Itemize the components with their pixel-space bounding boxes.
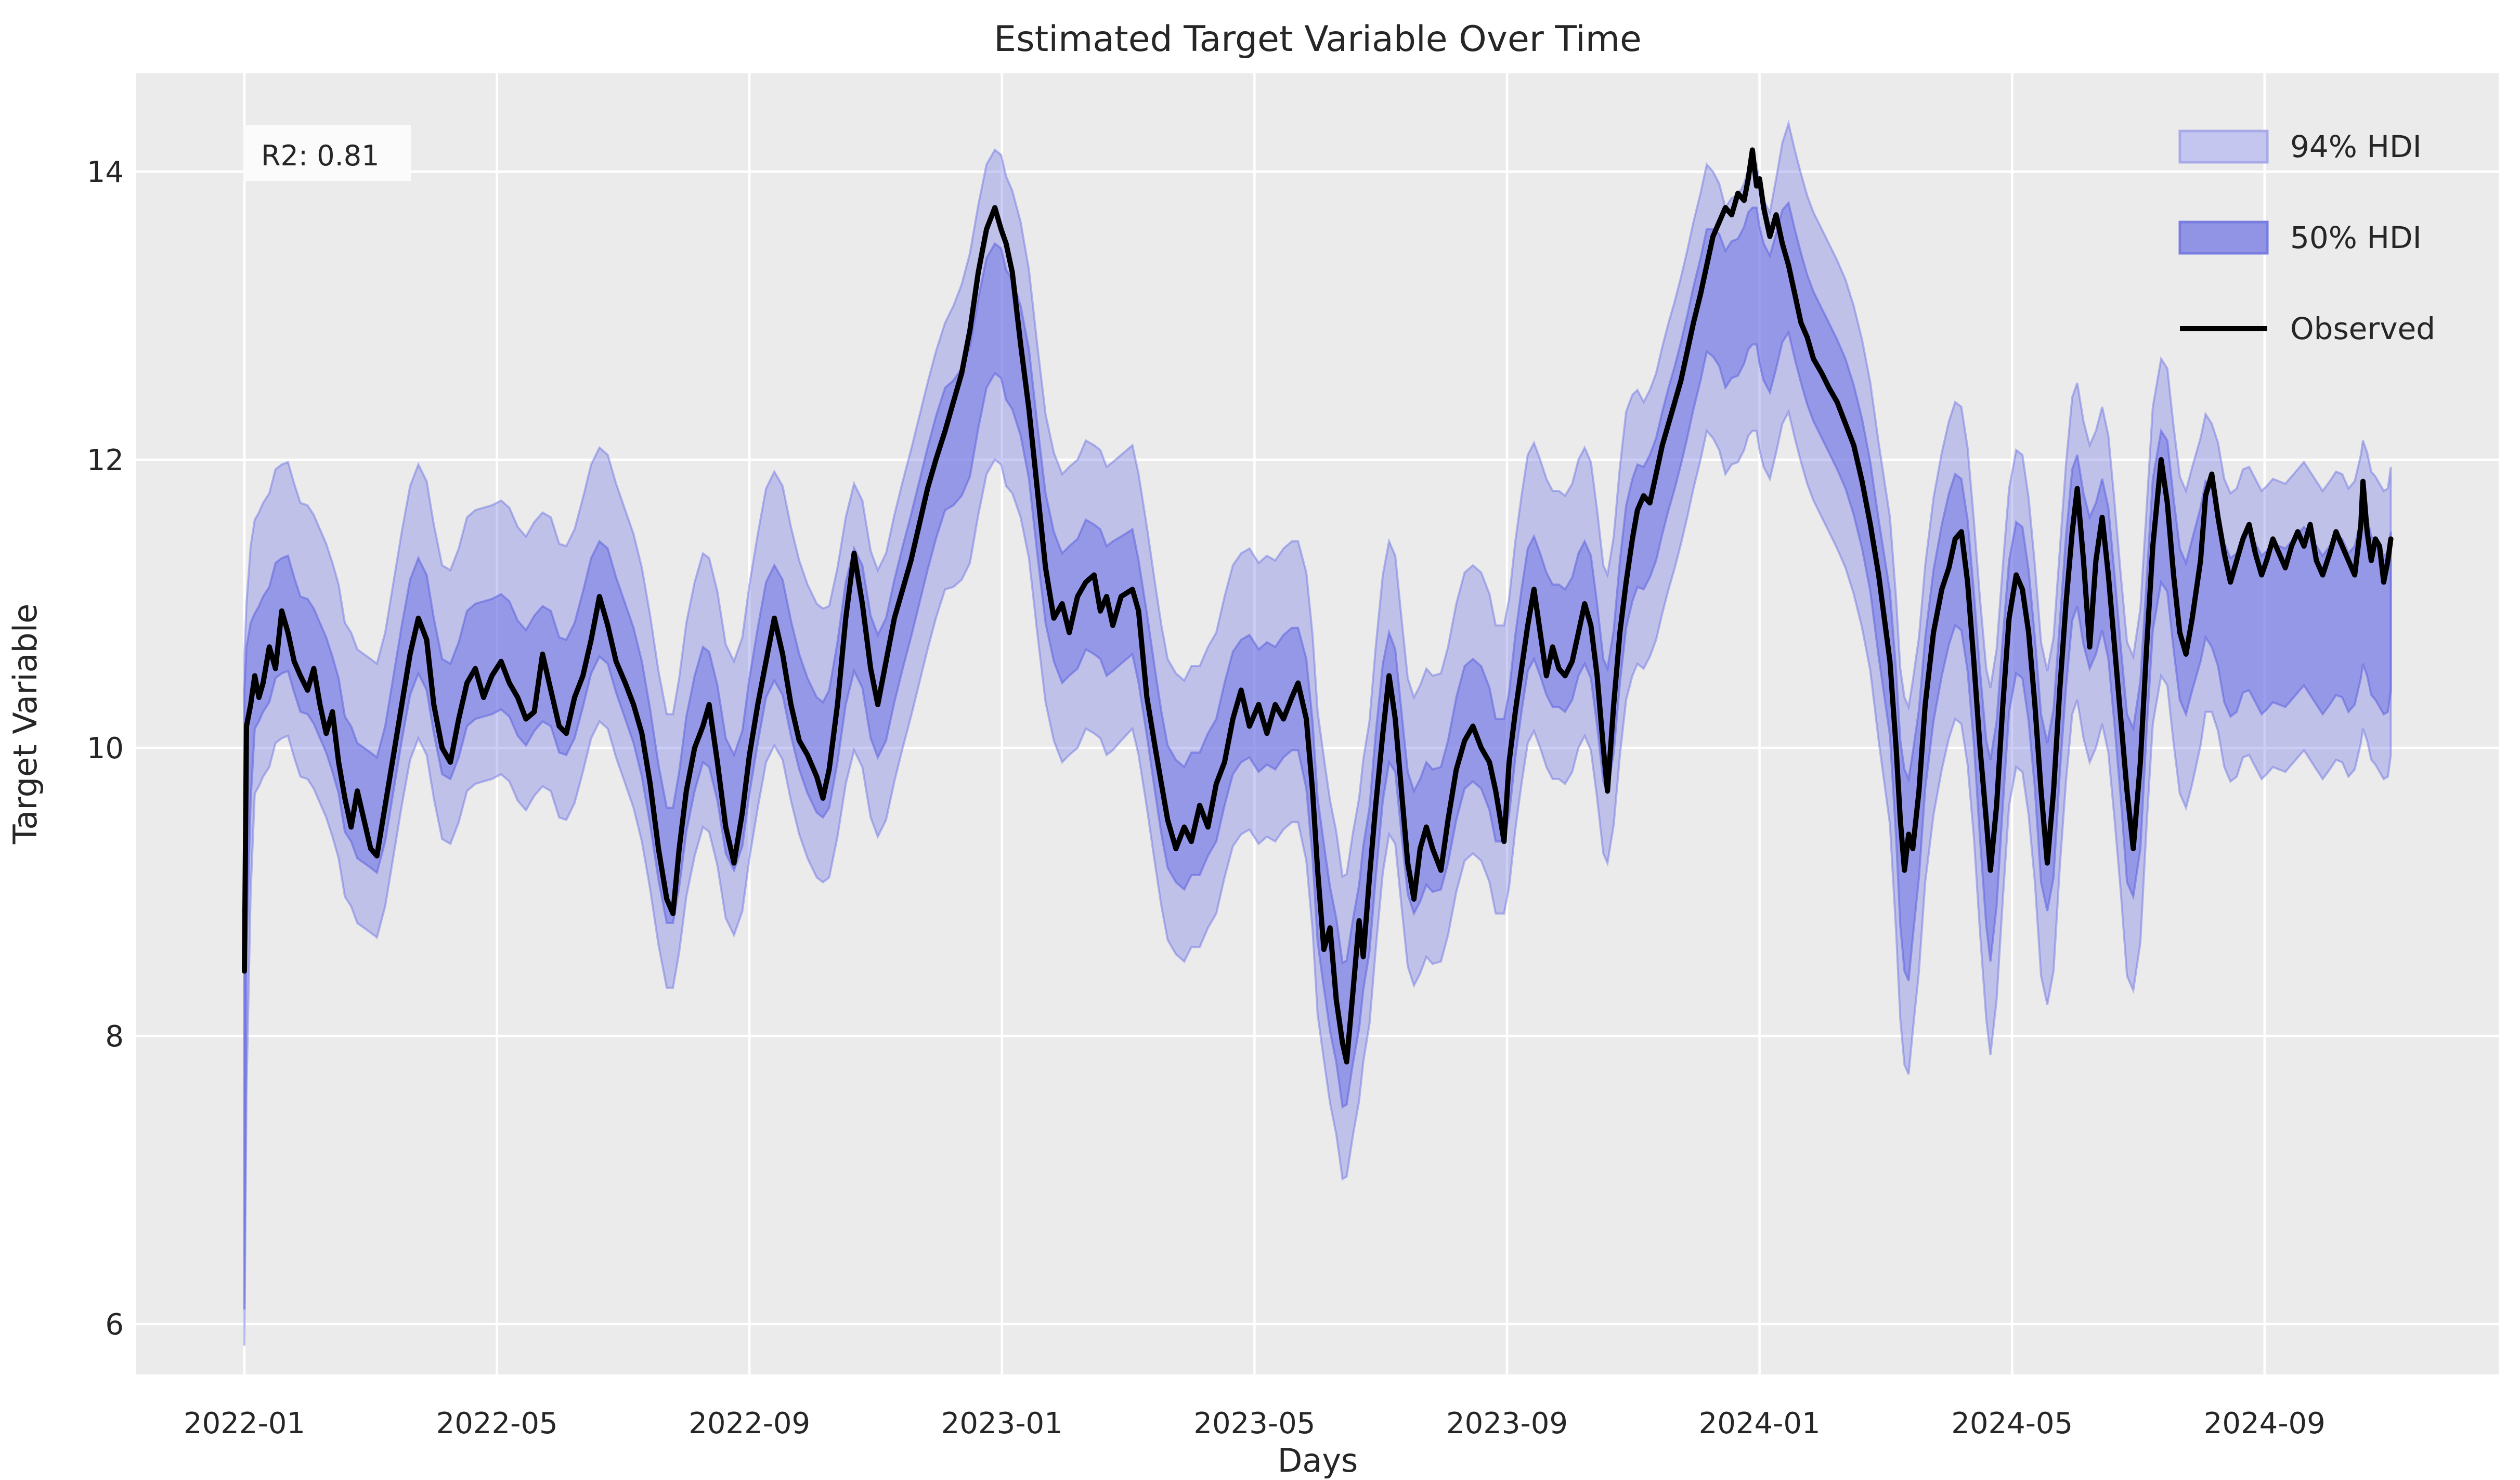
x-tick-label: 2023-01 (941, 1407, 1063, 1440)
legend-label-observed: Observed (2290, 311, 2435, 346)
x-tick-label: 2024-09 (2204, 1407, 2326, 1440)
x-tick-label: 2024-05 (1951, 1407, 2073, 1440)
observed-line (242, 147, 2394, 1064)
legend-patch-50-hdi (2178, 220, 2269, 255)
legend: 94% HDI 50% HDI Observed (2178, 129, 2435, 346)
hdi-bands (243, 120, 2392, 1346)
x-tick-label: 2022-09 (689, 1407, 810, 1440)
r2-annotation: R2: 0.81 (243, 125, 411, 181)
legend-label-50-hdi: 50% HDI (2290, 220, 2422, 255)
y-tick-label: 8 (105, 1020, 124, 1054)
y-tick-label: 14 (87, 155, 124, 189)
r2-annotation-box (243, 125, 411, 181)
x-tick-label: 2022-01 (184, 1407, 305, 1440)
x-axis-label: Days (1278, 1442, 1358, 1479)
y-tick-label: 10 (87, 732, 124, 765)
legend-label-94-hdi: 94% HDI (2290, 129, 2422, 164)
legend-patch-94-hdi (2178, 129, 2269, 164)
y-tick-label: 12 (87, 444, 124, 477)
r2-annotation-text: R2: 0.81 (261, 139, 379, 172)
y-axis-label: Target Variable (6, 604, 44, 845)
chart-title: Estimated Target Variable Over Time (994, 19, 1642, 60)
x-tick-label: 2024-01 (1699, 1407, 1821, 1440)
x-tick-label: 2022-05 (436, 1407, 558, 1440)
hdi-50-band (243, 200, 2392, 1310)
x-tick-label: 2023-09 (1446, 1407, 1568, 1440)
x-tick-label: 2023-05 (1193, 1407, 1315, 1440)
y-tick-label: 6 (105, 1308, 124, 1342)
tick-labels: 2022-01 2022-05 2022-09 2023-01 2023-05 2023-… (87, 155, 2326, 1440)
gridlines (136, 73, 2499, 1374)
